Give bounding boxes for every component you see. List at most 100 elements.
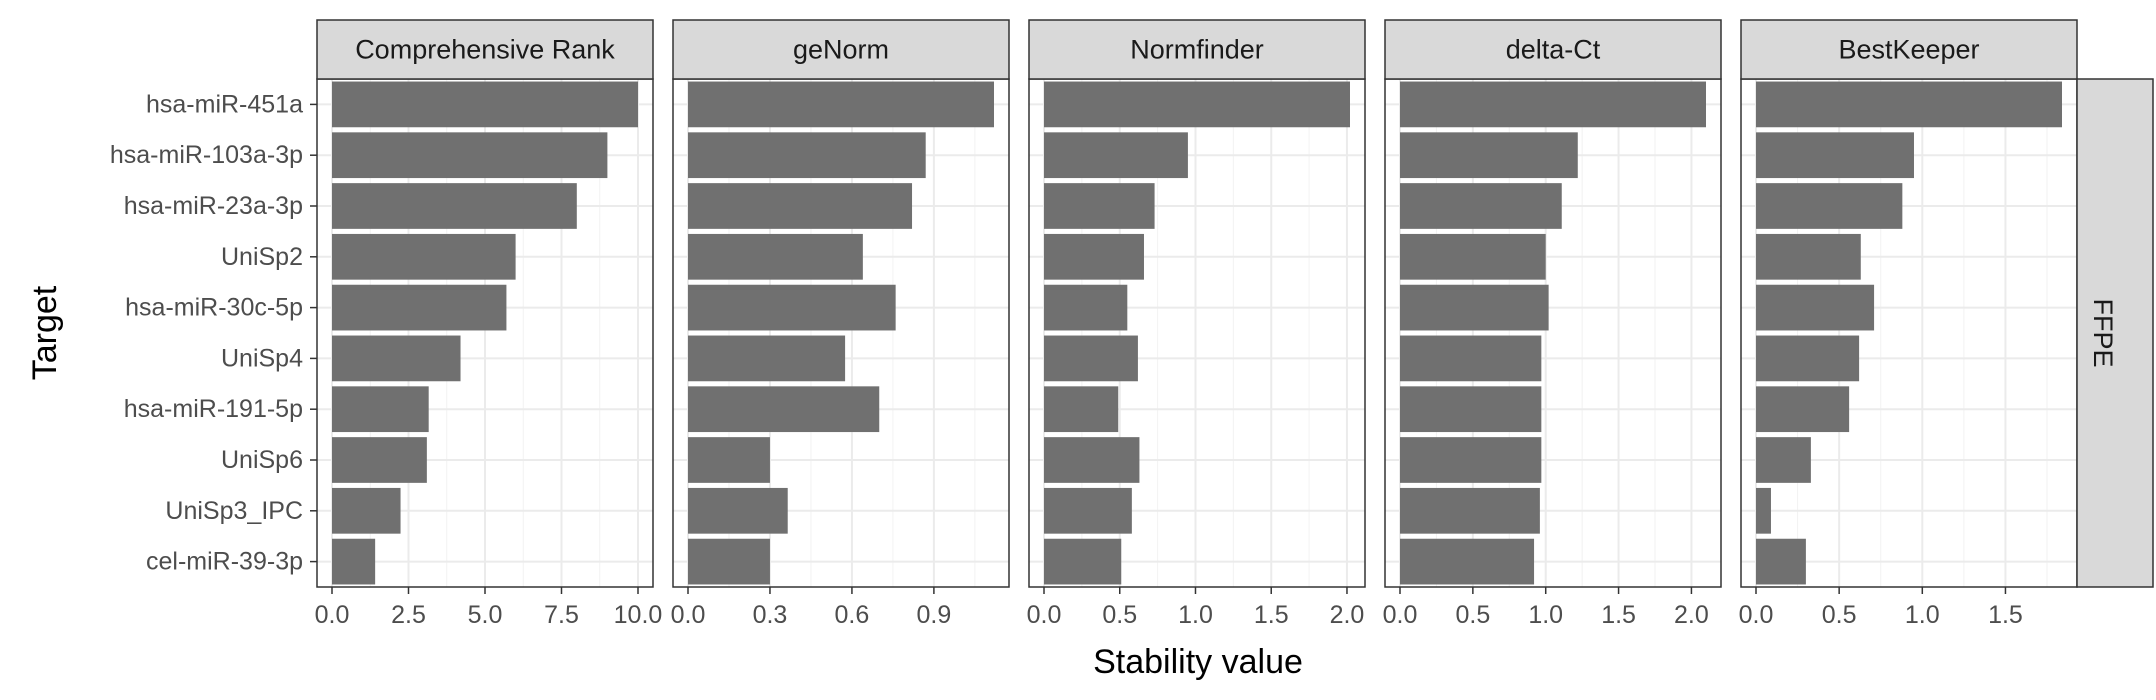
x-tick-label: 1.0	[1528, 601, 1563, 629]
bar-hsa-mir-451a	[1400, 81, 1706, 128]
x-tick-label: 0.5	[1822, 601, 1857, 629]
bar-cel-mir-39-3p	[688, 538, 770, 585]
bar-unisp2	[332, 233, 516, 280]
x-tick-label: 5.0	[468, 601, 503, 629]
bar-hsa-mir-451a	[332, 81, 638, 128]
y-axis-labels: hsa-miR-451a hsa-miR-103a-3p hsa-miR-23a-3…	[110, 90, 317, 576]
bar-hsa-mir-23a-3p	[1400, 183, 1562, 229]
panel-strip	[1740, 19, 2078, 80]
x-axis-title: Stability value	[1093, 643, 1303, 681]
x-tick-label: 0.0	[315, 601, 350, 629]
panel-strip	[1028, 19, 1366, 80]
bar-hsa-mir-23a-3p	[1044, 183, 1155, 229]
panel-title: delta-Ct	[1506, 35, 1601, 65]
bar-unisp2	[1044, 233, 1144, 280]
bar-unisp4	[688, 335, 846, 382]
x-tick-label: 0.9	[917, 601, 952, 629]
bar-unisp3-ipc	[1400, 487, 1540, 534]
row-strip-label: FFPE	[2088, 298, 2118, 367]
x-tick-label: 0.3	[753, 601, 788, 629]
panel-strip	[316, 19, 654, 80]
y-axis-title: Target	[26, 285, 64, 380]
row-strip: FFPE	[2076, 78, 2154, 588]
x-tick-label: 0.0	[1383, 601, 1418, 629]
bar-hsa-mir-451a	[1756, 81, 2062, 128]
bar-unisp2	[688, 233, 863, 280]
bar-hsa-mir-451a	[1044, 81, 1350, 128]
panel-normfinder: 0.0 0.5 1.0 1.5 2.0 Normfinder	[1027, 19, 1366, 629]
bar-hsa-mir-103a-3p	[332, 132, 608, 179]
bar-hsa-mir-103a-3p	[1756, 132, 1914, 179]
bar-cel-mir-39-3p	[332, 538, 376, 585]
panel-delta-ct: 0.0 0.5 1.0 1.5 2.0 delta-Ct	[1383, 19, 1722, 629]
bar-unisp6	[1756, 437, 1811, 483]
panel-title: geNorm	[793, 35, 889, 65]
bar-unisp6	[332, 437, 427, 483]
x-tick-label: 2.5	[391, 601, 426, 629]
bar-unisp6	[1400, 437, 1542, 483]
panel-strip	[672, 19, 1010, 80]
y-tick-label: UniSp2	[221, 243, 303, 271]
bar-hsa-mir-23a-3p	[1756, 183, 1903, 229]
bar-cel-mir-39-3p	[1044, 538, 1122, 585]
bar-hsa-mir-191-5p	[1400, 386, 1542, 433]
x-tick-label: 7.5	[544, 601, 579, 629]
bar-unisp3-ipc	[1756, 487, 1771, 534]
x-tick-label: 1.5	[1601, 601, 1636, 629]
bar-unisp3-ipc	[688, 487, 788, 534]
bar-hsa-mir-23a-3p	[332, 183, 577, 229]
bar-hsa-mir-30c-5p	[1400, 284, 1549, 331]
x-tick-label: 2.0	[1330, 601, 1365, 629]
bar-unisp6	[1044, 437, 1140, 483]
bar-unisp3-ipc	[1044, 487, 1132, 534]
x-tick-label: 1.5	[1254, 601, 1289, 629]
bar-unisp4	[1756, 335, 1860, 382]
y-tick-label: hsa-miR-451a	[146, 90, 303, 118]
bar-unisp2	[1400, 233, 1546, 280]
bar-hsa-mir-23a-3p	[688, 183, 913, 229]
y-tick-label: hsa-miR-191-5p	[124, 395, 303, 423]
bar-unisp4	[1044, 335, 1138, 382]
bar-hsa-mir-30c-5p	[688, 284, 896, 331]
y-tick-label: hsa-miR-23a-3p	[124, 192, 303, 220]
bar-hsa-mir-451a	[688, 81, 994, 128]
x-tick-label: 0.0	[1027, 601, 1062, 629]
bar-hsa-mir-191-5p	[1044, 386, 1119, 433]
panel-bestkeeper: 0.0 0.5 1.0 1.5 BestKeeper	[1739, 19, 2078, 629]
bar-unisp2	[1756, 233, 1861, 280]
bar-hsa-mir-191-5p	[688, 386, 880, 433]
y-tick-label: hsa-miR-103a-3p	[110, 141, 303, 169]
panel-strip	[1384, 19, 1722, 80]
bar-cel-mir-39-3p	[1756, 538, 1806, 585]
y-tick-label: UniSp4	[221, 344, 303, 372]
x-tick-label: 0.5	[1102, 601, 1137, 629]
y-tick-label: UniSp3_IPC	[165, 497, 303, 525]
bar-hsa-mir-191-5p	[1756, 386, 1850, 433]
bar-unisp4	[332, 335, 461, 382]
bar-unisp3-ipc	[332, 487, 401, 534]
panel-title: Normfinder	[1130, 35, 1264, 65]
bar-unisp4	[1400, 335, 1542, 382]
x-tick-label: 0.0	[671, 601, 706, 629]
bar-cel-mir-39-3p	[1400, 538, 1535, 585]
x-tick-label: 2.0	[1674, 601, 1709, 629]
bar-unisp6	[688, 437, 770, 483]
bar-hsa-mir-103a-3p	[1044, 132, 1188, 179]
x-tick-label: 1.0	[1178, 601, 1213, 629]
y-tick-label: hsa-miR-30c-5p	[125, 294, 303, 322]
x-tick-label: 0.6	[835, 601, 870, 629]
x-tick-label: 0.0	[1739, 601, 1774, 629]
bar-hsa-mir-30c-5p	[332, 284, 507, 331]
x-tick-label: 0.5	[1455, 601, 1490, 629]
y-tick-label: cel-miR-39-3p	[146, 548, 303, 576]
bar-hsa-mir-103a-3p	[688, 132, 926, 179]
panel-title: Comprehensive Rank	[355, 35, 615, 65]
x-tick-label: 10.0	[614, 601, 663, 629]
bar-hsa-mir-30c-5p	[1756, 284, 1875, 331]
x-tick-label: 1.0	[1905, 601, 1940, 629]
panels-layer: 0.0 2.5 5.0 7.5 10.0 Comprehensive Rank 0.0 0.3…	[315, 19, 2078, 629]
panel-comprehensive-rank: 0.0 2.5 5.0 7.5 10.0 Comprehensive Rank	[315, 19, 663, 629]
panel-genorm: 0.0 0.3 0.6 0.9 geNorm	[671, 19, 1010, 629]
x-tick-label: 1.5	[1988, 601, 2023, 629]
